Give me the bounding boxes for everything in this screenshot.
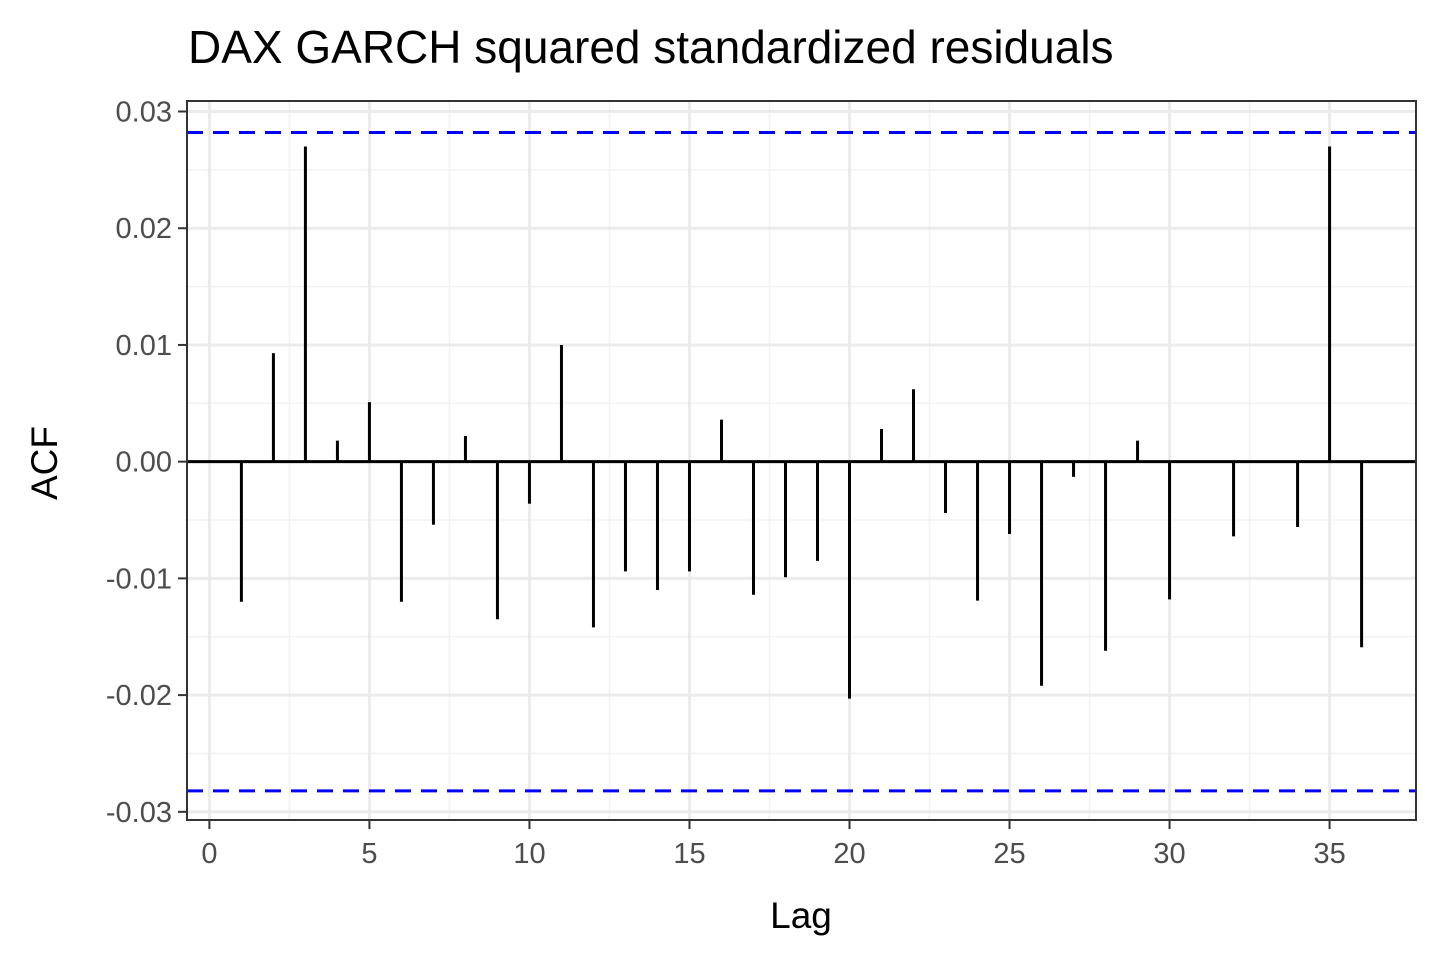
confidence-bounds <box>187 131 1416 793</box>
panel-border <box>186 100 1417 821</box>
chart-title: DAX GARCH squared standardized residuals <box>188 21 1114 73</box>
x-tick-label: 30 <box>1153 838 1185 870</box>
acf-bars <box>239 146 1364 699</box>
x-tick-label: 25 <box>993 838 1025 870</box>
y-tick-label: 0.03 <box>116 97 172 129</box>
x-tick-label: 20 <box>833 838 865 870</box>
x-axis-title: Lag <box>770 895 832 936</box>
y-tick-label: -0.02 <box>106 680 172 712</box>
y-tick-label: -0.03 <box>106 797 172 829</box>
x-axis-ticks: 0 5 10 15 20 25 30 35 <box>201 820 1346 870</box>
x-tick-label: 5 <box>361 838 377 870</box>
x-tick-label: 15 <box>673 838 705 870</box>
x-tick-label: 0 <box>201 838 217 870</box>
y-axis-ticks: -0.03 -0.02 -0.01 0.00 0.01 0.02 0.03 <box>106 97 187 829</box>
y-tick-label: 0.00 <box>116 447 172 479</box>
y-axis-title: ACF <box>24 426 65 500</box>
y-tick-label: -0.01 <box>106 563 172 595</box>
y-tick-label: 0.01 <box>116 330 172 362</box>
x-tick-label: 35 <box>1313 838 1345 870</box>
x-tick-label: 10 <box>513 838 545 870</box>
y-tick-label: 0.02 <box>116 213 172 245</box>
